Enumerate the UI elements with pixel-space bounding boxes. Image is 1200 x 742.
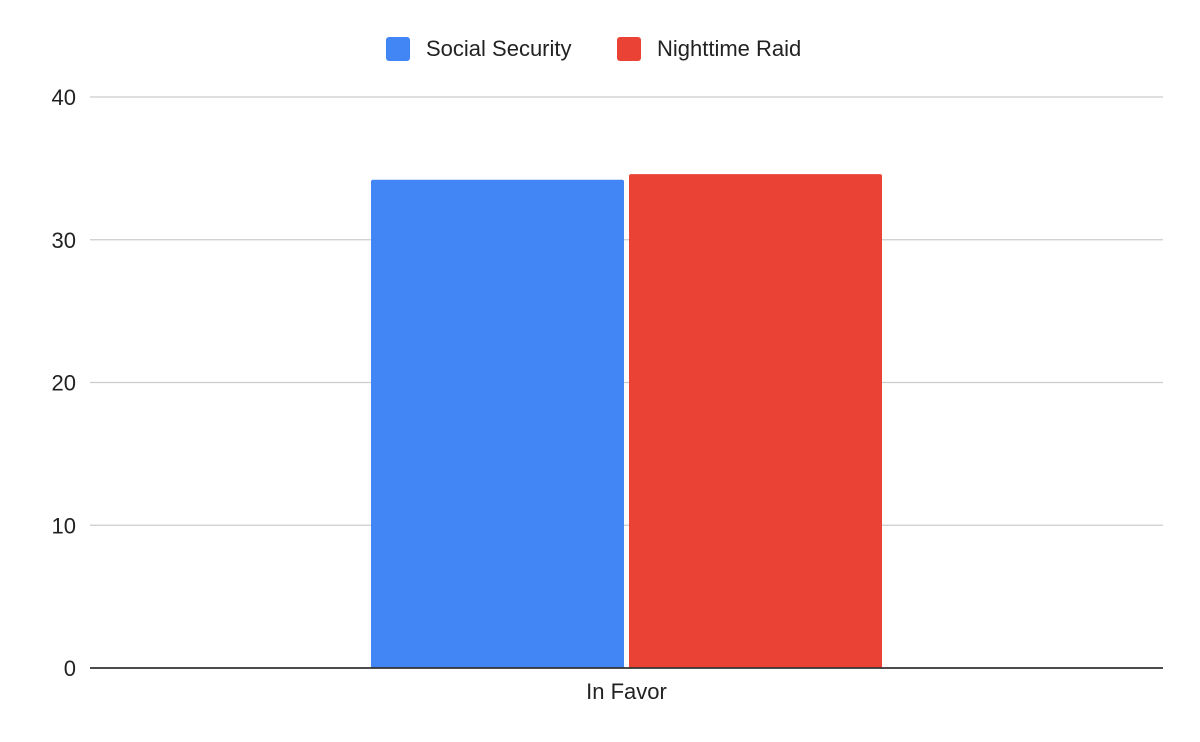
legend-label: Nighttime Raid [657, 36, 801, 61]
axes: 0 10 20 30 40 In Favor [52, 85, 1163, 704]
bar-nighttime-raid [629, 174, 882, 668]
legend-swatch [386, 37, 410, 61]
bar-social-security [371, 179, 624, 669]
legend: Social Security Nighttime Raid [386, 36, 801, 61]
legend-label: Social Security [426, 36, 572, 61]
y-tick-label: 30 [52, 228, 76, 253]
y-tick-label: 40 [52, 85, 76, 110]
y-tick-label: 0 [64, 656, 76, 681]
x-tick-label: In Favor [586, 679, 667, 704]
y-tick-label: 10 [52, 513, 76, 538]
legend-swatch [617, 37, 641, 61]
gridlines [90, 96, 1163, 526]
bars [371, 174, 882, 669]
y-tick-label: 20 [52, 371, 76, 396]
